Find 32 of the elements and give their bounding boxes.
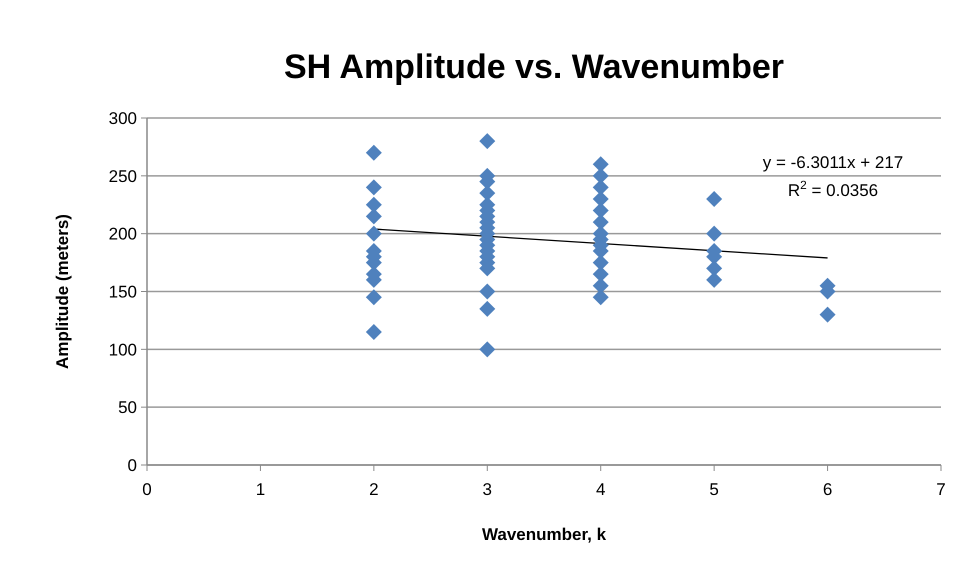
x-tick-label: 5	[709, 480, 719, 499]
y-tick-label: 250	[108, 166, 137, 186]
point	[479, 300, 496, 317]
y-tick-label: 50	[118, 398, 137, 418]
point	[366, 144, 382, 161]
point	[366, 226, 382, 242]
y-tick-label: 100	[108, 340, 137, 360]
point	[820, 306, 836, 323]
point	[479, 284, 496, 300]
chart-title: SH Amplitude vs. Wavenumber	[284, 48, 784, 86]
y-tick-label: 0	[128, 456, 137, 475]
annotation: R$^{2}$ = 0.0356	[788, 178, 878, 200]
point	[479, 341, 496, 358]
x-tick-label: 6	[822, 480, 832, 499]
y-tick-label: 150	[108, 282, 137, 302]
y-axis-title: Amplitude (meters)	[53, 214, 72, 369]
point	[479, 133, 496, 150]
y-tick-label: 300	[108, 108, 137, 128]
annotation: y = -6.3011x + 217	[762, 153, 904, 172]
x-tick-label: 4	[596, 480, 606, 499]
x-tick-label: 1	[256, 480, 266, 499]
point	[366, 289, 382, 306]
x-tick-label: 7	[936, 480, 946, 499]
x-tick-label: 0	[142, 480, 152, 499]
y-tick-label: 200	[108, 224, 137, 244]
x-axis-title: Wavenumber, k	[482, 525, 607, 544]
point	[366, 324, 382, 340]
point	[706, 226, 722, 242]
point	[366, 179, 382, 196]
x-tick-label: 2	[369, 480, 379, 499]
point	[706, 190, 722, 207]
x-tick-label: 3	[482, 480, 492, 499]
